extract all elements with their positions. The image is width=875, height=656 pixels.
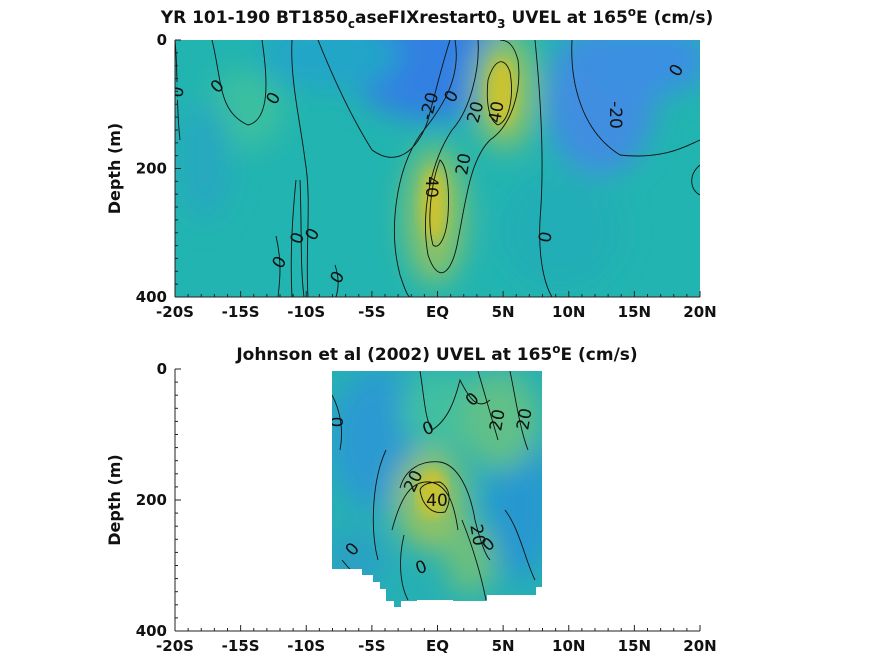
top-y-tick-label: 400 (136, 288, 167, 306)
top-x-tick-label: 5N (492, 303, 515, 321)
top-x-tick-label: 15N (618, 303, 651, 321)
bottom-y-axis-label: Depth (m) (105, 454, 124, 546)
bottom-x-tick-label: -5S (358, 637, 385, 655)
top-panel: YR 101-190 BT1850caseFIXrestart03 UVEL a… (105, 5, 717, 321)
bottom-x-tick-label: 20N (683, 637, 716, 655)
svg-text:40: 40 (426, 491, 448, 511)
svg-text:-20: -20 (605, 101, 625, 129)
svg-text:20: 20 (513, 407, 536, 432)
bottom-x-tick-label: -20S (156, 637, 194, 655)
bottom-x-tick-label: 10N (552, 637, 585, 655)
svg-text:20: 20 (452, 152, 475, 177)
top-contours (175, 40, 700, 297)
top-y-axis-label: Depth (m) (105, 123, 124, 215)
svg-text:20: 20 (486, 408, 509, 433)
svg-text:20: 20 (465, 523, 488, 548)
top-x-tick-label: 10N (552, 303, 585, 321)
bottom-y-tick-label: 200 (136, 491, 167, 509)
top-x-tick-label: EQ (426, 303, 449, 321)
bottom-contours (332, 371, 536, 601)
svg-text:0: 0 (328, 417, 348, 428)
bottom-x-tick-label: 5N (492, 637, 515, 655)
top-y-tick-label: 200 (136, 160, 167, 178)
bottom-x-tick-label: -10S (287, 637, 325, 655)
svg-text:0: 0 (535, 230, 557, 244)
top-x-tick-label: -15S (222, 303, 260, 321)
top-x-tick-label: -10S (287, 303, 325, 321)
bottom-x-tick-label: EQ (426, 637, 449, 655)
bottom-y-tick-label: 0 (157, 360, 167, 378)
top-heatmap: 0 0 0 0 0 0 0 -20 0 20 40 40 20 0 -20 0 (167, 40, 700, 297)
top-title: YR 101-190 BT1850caseFIXrestart03 UVEL a… (160, 5, 713, 31)
bottom-title: Johnson et al (2002) UVEL at 165oE (cm/s… (235, 342, 637, 365)
top-x-tick-label: 20N (683, 303, 716, 321)
top-axes: -20S -15S -10S -5S EQ 5N 10N 15N 20N0200400Depth… (105, 31, 717, 321)
top-y-tick-label: 0 (157, 31, 167, 49)
svg-text:0: 0 (167, 85, 189, 99)
top-x-tick-label: -5S (358, 303, 385, 321)
top-x-tick-label: -20S (156, 303, 194, 321)
bottom-y-tick-label: 400 (136, 622, 167, 640)
bottom-panel: Johnson et al (2002) UVEL at 165oE (cm/s… (105, 342, 717, 655)
bottom-x-tick-label: 15N (618, 637, 651, 655)
bottom-x-tick-label: -15S (222, 637, 260, 655)
bottom-axes: -20S -15S -10S -5S EQ 5N 10N 15N 20N0200400Depth… (105, 360, 717, 655)
svg-text:40: 40 (485, 100, 508, 125)
svg-text:40: 40 (421, 176, 441, 198)
bottom-heatmap: 0 0 0 20 20 20 40 20 0 0 0 (328, 371, 542, 607)
